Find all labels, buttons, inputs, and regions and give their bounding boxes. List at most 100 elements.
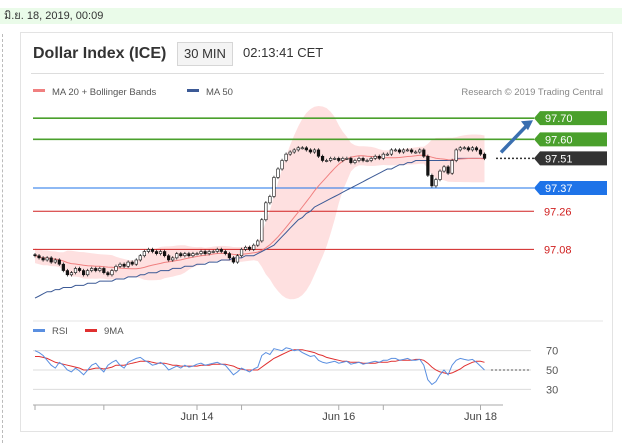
candle	[349, 156, 353, 165]
candle-body-down	[227, 253, 232, 259]
candle	[385, 152, 389, 156]
candle-body-up	[438, 170, 442, 180]
rsi-ma-line	[35, 349, 485, 375]
candle	[69, 270, 74, 277]
candle	[288, 150, 292, 156]
candle-body-up	[191, 253, 195, 257]
candle	[361, 156, 365, 163]
candle	[65, 268, 69, 277]
candle	[276, 167, 280, 180]
candle-body-down	[377, 155, 381, 159]
candle-body-up	[90, 268, 94, 271]
level-label-97.70: 97.70	[545, 113, 573, 125]
candle	[126, 260, 130, 269]
forecast-arrow-shaft	[499, 123, 530, 154]
candle	[122, 262, 126, 269]
candle-body-up	[126, 261, 130, 267]
candle	[474, 146, 479, 152]
date-text: มิ.ย. 18, 2019, 00:09	[4, 10, 104, 22]
candle	[292, 148, 296, 154]
candle-body-up	[134, 259, 138, 265]
candle	[45, 256, 49, 262]
candle-body-up	[211, 251, 215, 253]
candle-body-down	[349, 158, 353, 163]
candle	[462, 146, 466, 150]
candle-body-down	[337, 158, 341, 161]
candle	[57, 258, 61, 266]
candle-body-up	[385, 153, 389, 156]
candle-body-up	[353, 160, 357, 163]
candle-body-up	[195, 253, 199, 255]
candle	[320, 154, 325, 163]
candle	[337, 156, 341, 163]
legend-ma50-swatch	[187, 89, 199, 92]
candle-body-up	[53, 259, 57, 263]
candle-body-up	[381, 153, 385, 159]
candle	[163, 249, 167, 258]
candle-body-up	[256, 240, 260, 246]
candle-body-up	[175, 253, 179, 259]
candle-body-up	[373, 155, 377, 159]
candle	[478, 148, 483, 156]
candle	[207, 249, 211, 256]
candle	[41, 256, 45, 262]
candle-body-down	[304, 147, 308, 151]
candle-body-down	[187, 253, 191, 257]
candle	[405, 148, 410, 152]
candle-body-down	[154, 251, 159, 254]
candle	[260, 218, 264, 243]
candle	[219, 247, 223, 254]
candle-body-down	[231, 257, 236, 263]
candle-body-up	[401, 149, 406, 153]
candle-body-up	[418, 149, 422, 153]
candle	[304, 146, 308, 152]
candle	[110, 268, 114, 277]
candle	[312, 148, 317, 154]
candle	[94, 266, 98, 273]
candle-body-up	[345, 158, 349, 160]
candle-body-up	[69, 272, 74, 276]
time-axis-labels: Jun 14 Jun 16 Jun 18	[34, 405, 497, 423]
left-divider	[2, 34, 3, 443]
candle	[329, 156, 333, 163]
candle-body-up	[458, 147, 462, 151]
candle	[414, 150, 418, 154]
legend-rsi: RSI	[52, 326, 68, 337]
interval-selector[interactable]: 30 MIN	[177, 42, 233, 66]
candle-body-down	[219, 249, 223, 252]
candle	[81, 268, 86, 277]
candle	[308, 148, 313, 154]
candle-body-up	[333, 158, 337, 160]
candle-body-up	[272, 177, 276, 197]
chart-header: Dollar Index (ICE) 30 MIN 02:13:41 CET	[21, 33, 612, 73]
candle	[422, 148, 426, 158]
candle-body-up	[146, 249, 150, 252]
candle-body-up	[118, 263, 122, 267]
candle	[215, 247, 219, 254]
candle	[130, 260, 134, 266]
candle-body-down	[410, 149, 414, 153]
time-label: Jun 16	[322, 411, 355, 423]
candle	[272, 175, 276, 199]
candle	[268, 194, 272, 205]
candle-body-up	[470, 147, 475, 151]
candle-body-down	[316, 149, 321, 157]
candle	[470, 146, 475, 152]
candle-body-down	[122, 263, 126, 267]
candle	[203, 249, 207, 256]
candle	[211, 249, 215, 254]
candle	[223, 249, 227, 256]
bollinger-band-fill	[35, 106, 485, 300]
candle	[146, 247, 150, 254]
candle-body-up	[442, 166, 446, 172]
forecast-arrow-head	[521, 120, 533, 131]
candle-body-down	[430, 175, 434, 187]
candle-body-up	[450, 160, 454, 174]
candle	[345, 156, 349, 161]
candle	[296, 146, 300, 152]
candle-body-up	[264, 202, 268, 221]
candle-body-up	[276, 168, 280, 178]
candle-body-up	[329, 158, 333, 161]
candle-body-up	[312, 149, 317, 153]
candle	[369, 156, 373, 163]
